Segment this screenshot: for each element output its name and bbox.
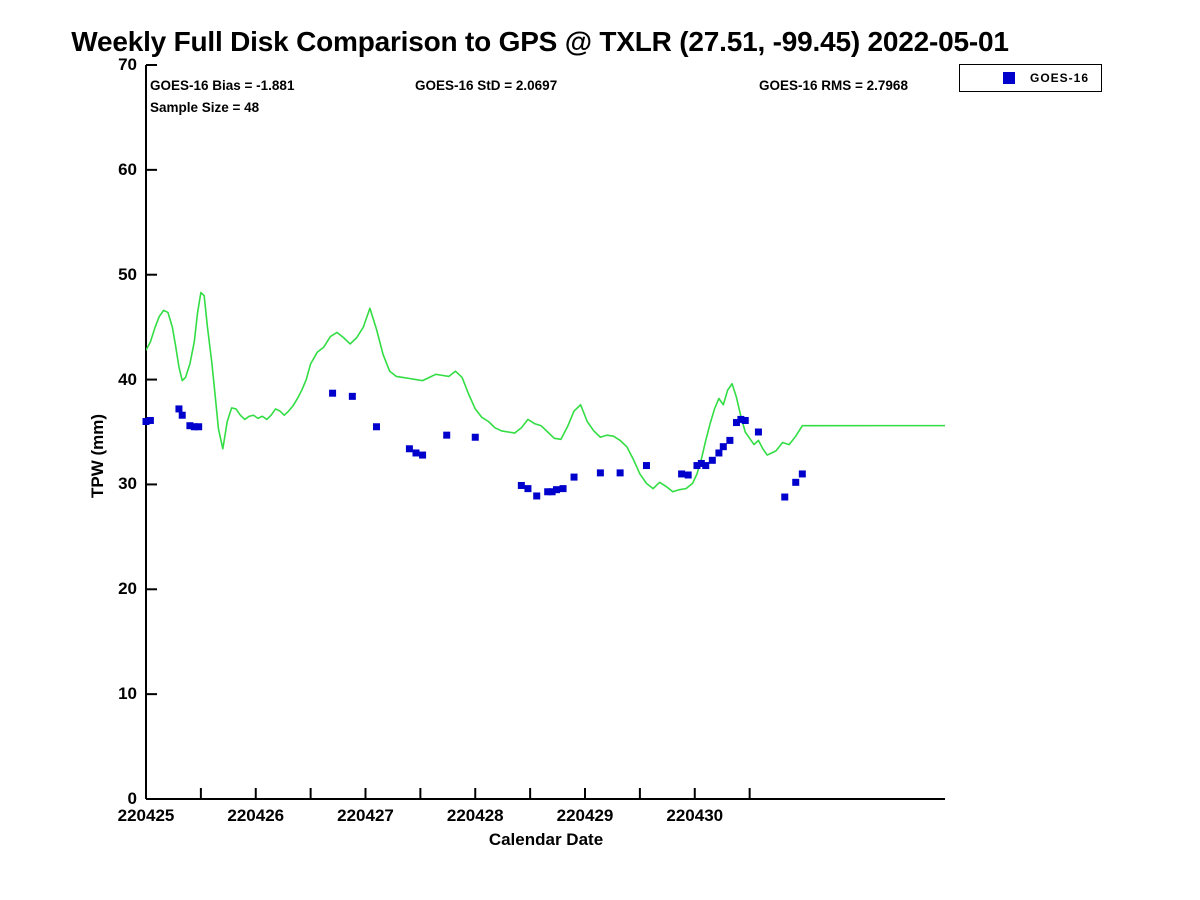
- chart-title: Weekly Full Disk Comparison to GPS @ TXL…: [71, 26, 1009, 57]
- data-point-goes16: [195, 423, 203, 431]
- data-point-goes16: [178, 411, 186, 419]
- goes16-scatter-series: [142, 389, 806, 501]
- x-tick-label: 220427: [337, 806, 394, 825]
- x-tick-label: 220430: [666, 806, 724, 825]
- y-tick-label: 30: [118, 474, 137, 494]
- y-tick-label: 10: [118, 684, 137, 704]
- data-point-goes16: [798, 470, 806, 478]
- data-point-goes16: [792, 478, 800, 486]
- y-tick-label: 0: [127, 789, 137, 808]
- axes: [145, 64, 945, 800]
- data-point-goes16: [544, 488, 552, 496]
- y-tick-label: 20: [118, 579, 137, 599]
- x-tick-label: 220429: [556, 806, 614, 825]
- data-point-goes16: [642, 462, 650, 470]
- data-point-goes16: [616, 469, 624, 477]
- legend-box: [959, 64, 1102, 92]
- data-point-goes16: [726, 436, 734, 444]
- data-point-goes16: [719, 443, 727, 451]
- data-point-goes16: [146, 416, 154, 424]
- legend-marker-goes16: [1003, 72, 1015, 84]
- data-point-goes16: [175, 405, 183, 413]
- x-tick-label: 220428: [446, 806, 504, 825]
- data-point-goes16: [372, 423, 380, 431]
- data-point-goes16: [533, 492, 541, 500]
- y-tick-label: 40: [118, 369, 137, 389]
- x-axis-label: Calendar Date: [488, 830, 604, 849]
- data-point-goes16: [548, 488, 556, 496]
- data-point-goes16: [190, 423, 198, 431]
- data-point-goes16: [754, 428, 762, 436]
- stat-sample-size: Sample Size = 48: [150, 100, 260, 115]
- data-point-goes16: [741, 416, 749, 424]
- data-point-goes16: [329, 389, 337, 397]
- data-point-goes16: [559, 485, 567, 493]
- stat-bias: GOES-16 Bias = -1.881: [150, 78, 295, 93]
- data-point-goes16: [708, 456, 716, 464]
- data-point-goes16: [702, 462, 710, 470]
- data-point-goes16: [142, 418, 150, 426]
- data-point-goes16: [737, 415, 745, 423]
- data-point-goes16: [732, 419, 740, 427]
- data-point-goes16: [678, 470, 686, 478]
- data-point-goes16: [693, 462, 701, 470]
- y-tick-label: 50: [118, 264, 137, 284]
- y-tick-label: 70: [118, 55, 137, 74]
- y-tick-label: 60: [118, 159, 137, 179]
- data-point-goes16: [524, 485, 532, 493]
- legend-label-goes16: GOES-16: [1030, 71, 1090, 85]
- data-point-goes16: [570, 473, 578, 481]
- data-point-goes16: [186, 422, 194, 430]
- stat-rms: GOES-16 RMS = 2.7968: [759, 78, 908, 93]
- data-point-goes16: [552, 486, 560, 494]
- data-point-goes16: [348, 392, 356, 400]
- data-point-goes16: [471, 433, 479, 441]
- data-point-goes16: [405, 445, 413, 453]
- data-point-goes16: [419, 451, 427, 459]
- data-point-goes16: [517, 481, 525, 489]
- data-point-goes16: [443, 431, 451, 439]
- data-point-goes16: [412, 449, 420, 457]
- x-tick-label: 220426: [227, 806, 285, 825]
- x-tick-label: 220425: [117, 806, 175, 825]
- data-point-goes16: [781, 493, 789, 501]
- gps-line-series: [146, 291, 945, 493]
- data-point-goes16: [715, 449, 723, 457]
- data-point-goes16: [697, 459, 705, 467]
- data-point-goes16: [596, 469, 604, 477]
- y-axis-label: TPW (mm): [88, 413, 107, 498]
- stat-std: GOES-16 StD = 2.0697: [415, 78, 558, 93]
- gps-line-path: [146, 291, 945, 493]
- data-point-goes16: [684, 471, 692, 479]
